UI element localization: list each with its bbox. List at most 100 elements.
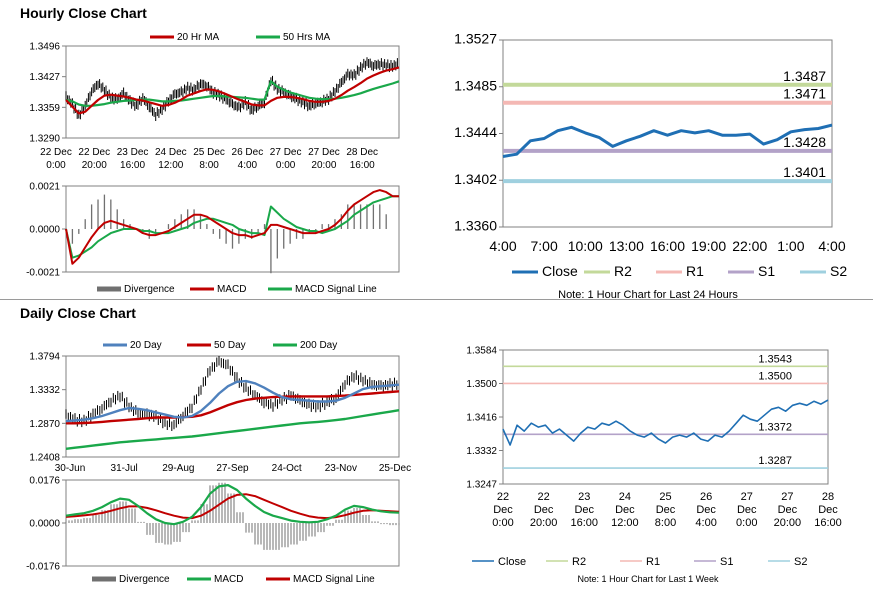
hourly-24h-x-tick-label: 7:00 [531,238,558,254]
hourly-24h-legend-close-label: Close [542,263,578,279]
hourly-ma20-line [65,66,400,115]
hourly-price-x-tick-label: 4:00 [238,160,258,171]
daily-price-x-tick-label: 23-Nov [325,463,357,474]
daily-price-x-tick-label: 29-Aug [162,463,194,474]
daily-week-x-tick-label: 27 [781,491,793,503]
hourly-legend-20hr-label: 20 Hr MA [177,32,220,43]
daily-week-x-tick-label: Dec [818,504,838,516]
daily-price-x-tick-label: 24-Oct [272,463,302,474]
hourly-price-x-tick-label: 20:00 [311,160,336,171]
daily-week-x-tick-label: 20:00 [774,517,802,529]
daily-chart-title: Daily Close Chart [20,305,136,321]
hourly-24h-legend-s1-label: S1 [758,263,775,279]
hourly-price-x-tick-label: 16:00 [350,160,375,171]
daily-week-x-tick-label: 28 [822,491,834,503]
daily-price-x-tick-label: 31-Jul [111,463,138,474]
hourly-24h-x-tick-label: 10:00 [568,238,603,254]
daily-week-x-tick-label: Dec [656,504,676,516]
hourly-24h-x-tick-label: 4:00 [818,238,845,254]
daily-macd-legend-macd-label: MACD [214,574,243,585]
hourly-price-y-tick-label: 1.3427 [29,72,60,83]
daily-week-level-label-s2: 1.3287 [758,455,792,467]
hourly-macd-y-tick-label: -0.0021 [26,268,60,279]
daily-macd-legend-divergence-label: Divergence [119,574,170,585]
daily-week-x-tick-label: 12:00 [611,517,639,529]
hourly-price-y-tick-label: 1.3359 [29,103,60,114]
hourly-price-y-tick-label: 1.3496 [29,42,60,53]
daily-week-y-tick-label: 1.3584 [466,346,497,357]
daily-week-legend-s2-label: S2 [794,556,807,568]
hourly-price-x-tick-label: 25 Dec [193,147,225,158]
hourly-24h-y-tick-label: 1.3402 [454,171,497,187]
hourly-24h-y-tick-label: 1.3444 [454,124,497,140]
daily-price-plot-area [65,355,400,458]
daily-week-legend-r2-label: R2 [572,556,586,568]
daily-price-x-tick-label: 25-Dec [379,463,411,474]
daily-week-x-tick-label: 0:00 [492,517,513,529]
daily-week-legend-s1-label: S1 [720,556,733,568]
hourly-price-x-tick-label: 28 Dec [346,147,378,158]
daily-macd-y-tick-label: -0.0176 [26,562,60,573]
daily-week-x-tick-label: Dec [696,504,716,516]
hourly-24h-legend-r2-label: R2 [614,263,632,279]
daily-week-close-line [502,399,829,446]
daily-price-x-tick-label: 27-Sep [216,463,249,474]
daily-week-x-tick-label: 4:00 [695,517,716,529]
daily-macd-plot-area [65,479,400,567]
daily-week-x-tick-label: 16:00 [570,517,598,529]
daily-20day-line [65,379,400,423]
daily-week-note: Note: 1 Hour Chart for Last 1 Week [578,574,719,584]
daily-week-y-tick-label: 1.3416 [466,413,497,424]
daily-week-x-tick-label: 24 [619,491,631,503]
hourly-24h-legend-r1-label: R1 [686,263,704,279]
hourly-price-x-tick-label: 16:00 [120,160,145,171]
daily-price-y-tick-label: 1.3332 [29,385,60,396]
hourly-24h-close-line [502,123,833,158]
daily-week-y-tick-label: 1.3332 [466,446,497,457]
hourly-24h-x-tick-label: 13:00 [609,238,644,254]
daily-week-x-tick-label: Dec [778,504,798,516]
hourly-legend-50hr-label: 50 Hrs MA [283,32,331,43]
daily-price-y-tick-label: 1.2408 [29,453,60,464]
hourly-price-y-tick-label: 1.3290 [29,134,60,145]
hourly-24h-x-tick-label: 19:00 [691,238,726,254]
daily-week-x-tick-label: 25 [659,491,671,503]
daily-week-x-tick-label: 20:00 [530,517,558,529]
hourly-macd-legend-macd-label: MACD [217,284,246,295]
daily-week-x-tick-label: 27 [741,491,753,503]
daily-week-level-label-r2: 1.3543 [758,353,792,365]
hourly-price-x-tick-label: 22 Dec [78,147,110,158]
hourly-signal-line [65,195,399,259]
daily-price-series [65,356,400,450]
hourly-macd-series [65,189,399,274]
hourly-24h-legend-s2-label: S2 [830,263,847,279]
hourly-price-x-tick-label: 20:00 [82,160,107,171]
daily-macd-y-tick-label: 0.0176 [29,476,60,487]
daily-week-x-tick-label: 8:00 [655,517,676,529]
hourly-price-x-tick-label: 27 Dec [270,147,302,158]
daily-week-x-tick-label: 22 [538,491,550,503]
daily-macd-line [65,484,400,526]
section-divider [0,299,873,300]
daily-price-x-tick-label: 30-Jun [55,463,86,474]
daily-macd-y-tick-label: 0.0000 [29,519,60,530]
daily-week-x-tick-label: Dec [737,504,757,516]
daily-macd-series [65,482,400,550]
hourly-price-x-tick-label: 23 Dec [117,147,149,158]
daily-200day-line [65,409,400,450]
hourly-24h-level-label-r2: 1.3487 [783,68,826,84]
daily-week-x-tick-label: Dec [534,504,554,516]
hourly-macd-y-tick-label: 0.0000 [29,225,60,236]
hourly-price-x-tick-label: 27 Dec [308,147,340,158]
daily-week-x-tick-label: Dec [574,504,594,516]
hourly-price-plot-area [65,45,400,139]
hourly-24h-y-tick-label: 1.3360 [454,218,497,234]
hourly-price-x-tick-label: 22 Dec [40,147,72,158]
hourly-24h-x-tick-label: 22:00 [732,238,767,254]
hourly-24h-note: Note: 1 Hour Chart for Last 24 Hours [558,289,738,301]
daily-legend-50day-label: 50 Day [214,340,246,351]
daily-week-y-tick-label: 1.3247 [466,480,497,491]
hourly-price-x-tick-label: 12:00 [158,160,183,171]
daily-week-x-tick-label: 16:00 [814,517,842,529]
